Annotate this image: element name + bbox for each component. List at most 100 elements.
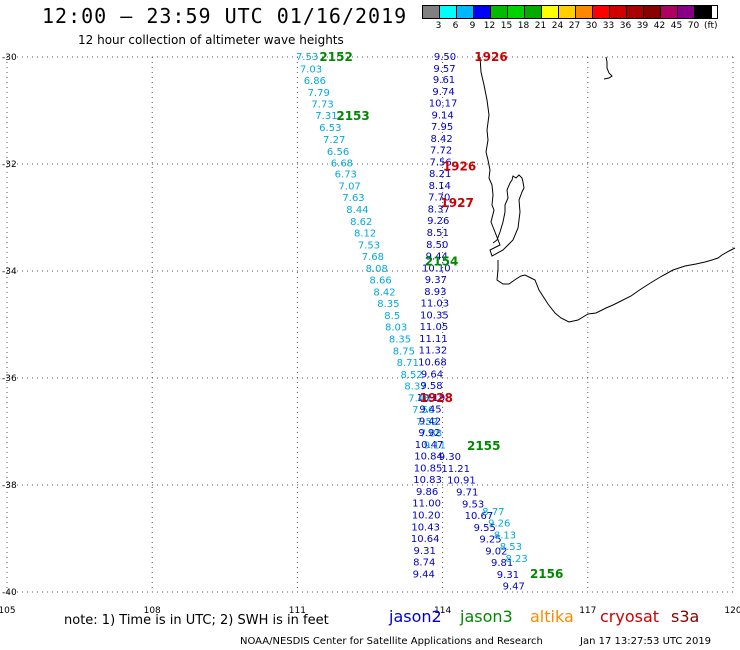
wave-height-value: 6.56	[327, 147, 349, 158]
wave-height-value: 10.47	[415, 440, 444, 451]
wave-height-value: 7.53	[358, 240, 380, 251]
wave-height-value: 10.85	[414, 463, 443, 474]
wave-height-value: 8.77	[482, 507, 504, 518]
wave-height-value: 8.13	[494, 530, 516, 541]
lat-tick-label: -32	[2, 160, 17, 170]
wave-height-value: 7.56	[412, 405, 434, 416]
wave-height-value: 7.70	[428, 193, 450, 204]
wave-height-value: 9.55	[474, 523, 496, 534]
wave-height-value: 9.26	[427, 216, 449, 227]
lon-tick-label: 108	[144, 606, 161, 616]
wave-height-value: 7.46	[408, 393, 430, 404]
wave-height-value: 10.10	[422, 263, 451, 274]
wave-height-value: 8.23	[506, 554, 528, 565]
legend-swatch	[678, 6, 695, 18]
wave-height-value: 8.52	[400, 370, 422, 381]
wave-height-value: 8.44	[346, 205, 368, 216]
orbit-number-label: 2153	[336, 109, 369, 123]
wave-height-value: 9.26	[488, 519, 510, 530]
lon-tick-label: 120	[724, 606, 740, 616]
wave-height-value: 9.53	[462, 499, 484, 510]
wave-height-value: 8.62	[350, 217, 372, 228]
legend-label: 15	[500, 21, 513, 31]
wave-height-value: 8.35	[389, 334, 411, 345]
wave-height-value: 7.72	[430, 146, 452, 157]
color-legend: 3 6 9 12 15 18 21 24 27 30 33 36 39 42 45 70 (ft)	[422, 5, 718, 31]
wave-height-value: 9.31	[414, 546, 436, 557]
wave-height-value: 7.03	[300, 64, 322, 75]
wave-height-value: 10.35	[420, 310, 449, 321]
orbit-number-label: 2156	[530, 567, 563, 581]
wave-height-value: 11.11	[419, 334, 448, 345]
wave-height-value: 8.37	[404, 382, 426, 393]
wave-height-value: 9.71	[456, 487, 478, 498]
wave-height-value: 7.56	[430, 157, 452, 168]
lat-tick-label: -36	[2, 374, 17, 384]
wave-height-value: 10.91	[447, 476, 476, 487]
wave-height-value: 11.21	[441, 464, 470, 475]
lon-tick-label: 117	[579, 606, 596, 616]
legend-unit: (ft)	[704, 21, 718, 31]
wave-height-value: 9.47	[503, 582, 525, 593]
orbit-number-label: 2154	[425, 254, 458, 268]
orbit-number-label: 2155	[467, 439, 500, 453]
wave-height-value: 10.20	[412, 510, 441, 521]
legend-label: 21	[534, 21, 547, 31]
wave-height-value: 8.42	[430, 134, 452, 145]
lat-tick-label: -40	[2, 588, 17, 598]
wave-height-value: 9.42	[419, 416, 441, 427]
wave-height-value: 9.02	[485, 546, 507, 557]
wave-height-value: 10.64	[411, 534, 440, 545]
wave-height-value: 7.07	[339, 181, 361, 192]
satellite-label-jason2: jason2	[389, 607, 442, 626]
wave-height-value: 9.31	[497, 570, 519, 581]
wave-height-value: 8.71	[397, 358, 419, 369]
wave-height-value: 8.93	[424, 287, 446, 298]
wave-height-value: 8.12	[354, 229, 376, 240]
legend-label: 12	[483, 21, 496, 31]
legend-label: 24	[551, 21, 564, 31]
graticule	[6, 56, 734, 593]
legend-swatch	[695, 6, 712, 18]
wave-height-value: 6.68	[331, 158, 353, 169]
wave-height-value: 9.74	[432, 87, 454, 98]
legend-label: 6	[452, 21, 459, 31]
wave-height-value: 9.92	[418, 428, 440, 439]
legend-swatch	[474, 6, 491, 18]
legend-label: 36	[619, 21, 632, 31]
wave-height-value: 8.37	[428, 204, 450, 215]
wave-height-value: 11.03	[421, 299, 450, 310]
wave-height-value: 11.32	[419, 346, 448, 357]
wave-height-value: 8.75	[393, 346, 415, 357]
page-title: 12:00 – 23:59 UTC 01/16/2019	[42, 4, 408, 28]
wave-height-value: 7.68	[362, 252, 384, 263]
satellite-label-cryosat: cryosat	[600, 607, 660, 626]
wave-height-value: 11.00	[412, 499, 441, 510]
legend-swatch	[610, 6, 627, 18]
wave-height-value: 10.17	[429, 99, 458, 110]
wave-height-value: 8.21	[429, 169, 451, 180]
wave-height-value: 8.42	[373, 287, 395, 298]
wave-height-value: 7.53	[296, 52, 318, 63]
wave-height-value: 9.14	[431, 110, 453, 121]
footer-note: note: 1) Time is in UTC; 2) SWH is in fe…	[64, 613, 329, 628]
wave-height-value: 6.53	[319, 123, 341, 134]
wave-height-value: 9.81	[491, 558, 513, 569]
wave-height-value: 8.66	[370, 276, 392, 287]
orbit-number-label: 1928	[420, 391, 453, 405]
wave-height-value: 8.08	[366, 264, 388, 275]
footer-timestamp: Jan 17 13:27:53 UTC 2019	[580, 636, 712, 647]
wave-height-value: 9.44	[426, 252, 448, 263]
orbit-number-label: 2152	[319, 50, 352, 64]
wave-height-value: 9.50	[434, 52, 456, 63]
wave-height-value: 9.45	[419, 405, 441, 416]
legend-label: 18	[517, 21, 530, 31]
track-values: 7.537.036.867.797.737.316.537.276.566.68…	[296, 52, 528, 593]
footer-credit: NOAA/NESDIS Center for Satellite Applica…	[240, 636, 543, 647]
orbit-labels: 2152 1926 2153 1926 1927 2154 1928 2155 2156	[319, 50, 563, 581]
legend-swatch	[559, 6, 576, 18]
legend-swatch	[627, 6, 644, 18]
wave-height-value: 10.67	[465, 511, 494, 522]
wave-height-value: 10.68	[418, 357, 447, 368]
